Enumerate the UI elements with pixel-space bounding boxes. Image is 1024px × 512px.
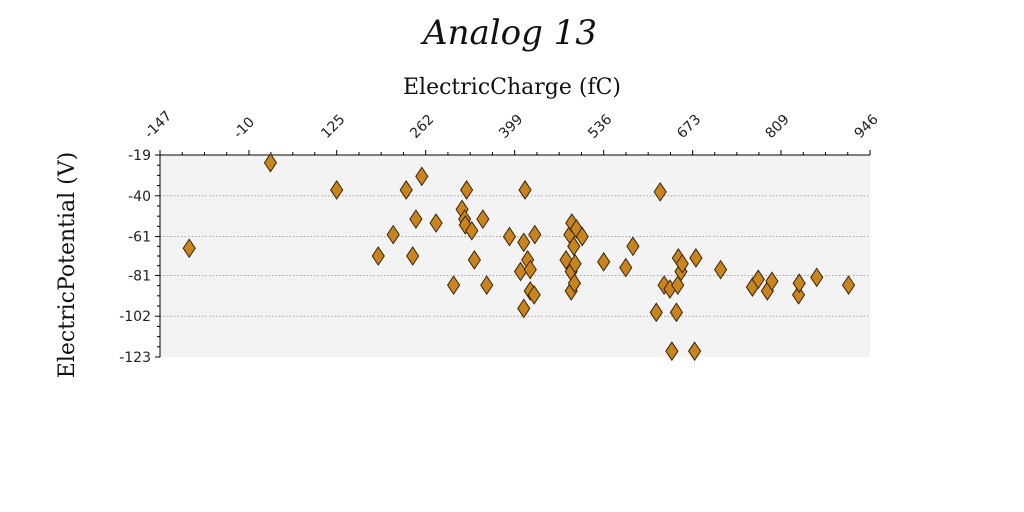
y-tick-label: -81: [128, 268, 151, 284]
data-point: [480, 275, 494, 296]
data-point: [649, 302, 663, 323]
data-point: [409, 209, 423, 229]
x-tick-label: -10: [231, 114, 258, 141]
data-point: [575, 226, 589, 247]
y-tick-label: -102: [119, 309, 151, 325]
data-point: [182, 238, 196, 259]
data-point: [330, 180, 344, 200]
data-point: [626, 236, 640, 257]
data-points: [182, 152, 856, 362]
data-point: [523, 259, 537, 280]
x-tick-label: 399: [496, 112, 526, 142]
data-point: [567, 236, 581, 257]
data-point: [665, 341, 679, 362]
x-tick-label: -147: [142, 108, 176, 142]
chart-title: Analog 13: [420, 13, 597, 53]
data-point: [527, 284, 541, 305]
data-point: [619, 257, 633, 278]
data-point: [653, 182, 667, 202]
data-point: [465, 220, 479, 241]
data-point: [415, 166, 429, 187]
plot-area: [160, 155, 870, 357]
data-point: [841, 275, 856, 296]
data-point: [502, 226, 517, 247]
y-tick-label: -40: [128, 189, 151, 205]
data-point: [597, 251, 611, 272]
data-point: [528, 224, 542, 245]
data-point: [399, 180, 413, 200]
data-point: [517, 232, 531, 253]
data-point: [518, 180, 532, 200]
data-point: [765, 271, 779, 292]
y-tick-label: -61: [128, 230, 151, 246]
data-point: [386, 224, 400, 245]
x-tick-label: 946: [852, 112, 882, 142]
data-point: [568, 253, 582, 274]
data-point: [713, 259, 728, 280]
data-point: [429, 213, 443, 233]
data-point: [476, 209, 490, 229]
data-point: [689, 248, 703, 268]
x-tick-label: 536: [585, 112, 615, 142]
y-tick-label: -123: [119, 350, 151, 366]
data-point: [263, 152, 278, 173]
x-tick-label: 673: [674, 112, 704, 142]
x-tick-label: 809: [763, 112, 793, 142]
x-tick-label: 125: [318, 112, 348, 142]
data-point: [460, 180, 474, 200]
data-point: [406, 246, 420, 266]
data-point: [751, 269, 765, 290]
data-point: [791, 284, 806, 305]
data-point: [567, 273, 582, 294]
data-point: [669, 302, 684, 323]
x-axis-label: ElectricCharge (fC): [403, 75, 621, 100]
data-point: [675, 253, 689, 274]
data-point: [447, 275, 461, 296]
data-point: [517, 298, 531, 319]
data-point: [810, 267, 824, 288]
y-tick-label: -19: [128, 148, 151, 164]
data-point: [371, 246, 385, 266]
x-tick-label: 262: [407, 112, 437, 142]
data-point: [467, 249, 482, 270]
data-point: [688, 341, 702, 362]
y-axis-label: ElectricPotential (V): [55, 152, 80, 378]
data-point: [792, 273, 806, 294]
